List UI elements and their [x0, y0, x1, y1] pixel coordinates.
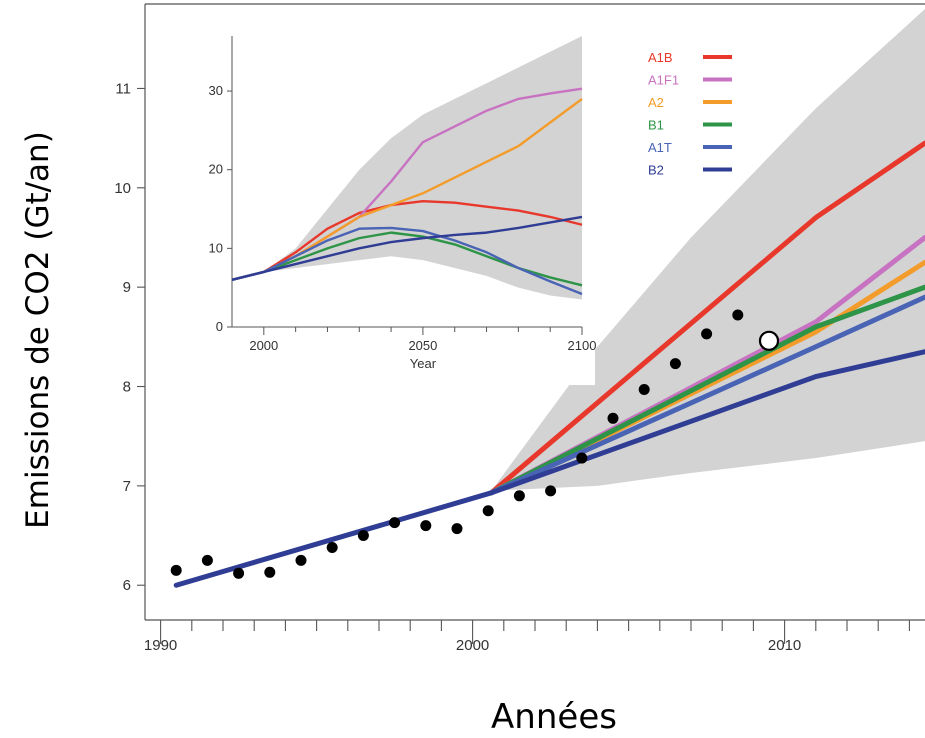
main-y-tick-label: 6 [123, 577, 131, 594]
main-series-historique [173, 490, 494, 588]
observation-point [233, 567, 245, 579]
observation-point [482, 505, 494, 517]
observation-point [669, 358, 681, 370]
observation-point [295, 554, 307, 566]
observation-point [389, 517, 401, 529]
observation-point [513, 490, 525, 502]
legend-label-b1: B1 [648, 118, 664, 133]
main-series-lines [173, 140, 925, 588]
observation-point [170, 564, 182, 576]
inset-series-lines [231, 87, 583, 296]
inset-x-tick-label: 2000 [249, 338, 278, 353]
inset-series-b2 [231, 215, 583, 281]
inset-y-tick-label: 20 [209, 162, 223, 177]
observation-point [420, 520, 432, 532]
observation-point [545, 485, 557, 497]
inset-series-a1b [231, 199, 583, 281]
legend-label-b2: B2 [648, 163, 664, 178]
main-y-tick-label: 9 [123, 279, 131, 296]
inset-x-tick-label: 2050 [408, 338, 437, 353]
observation-point [607, 412, 619, 424]
legend-label-a2: A2 [648, 95, 664, 110]
main-band-polygon [491, 8, 925, 491]
legend-label-a1t: A1T [648, 140, 672, 155]
legend-label-a1b: A1B [648, 50, 673, 65]
highlight-point [758, 330, 780, 351]
inset-tick-labels: 0 10 20 30 2000 2050 2100 Year [209, 83, 597, 371]
observation-point [357, 530, 369, 542]
observation-point [732, 309, 744, 321]
main-x-tick-label: 2000 [456, 637, 489, 654]
main-x-tick-label: 2010 [768, 637, 801, 654]
observation-point [201, 554, 213, 566]
main-series-a1t [488, 294, 925, 496]
main-axes [137, 3, 925, 644]
main-y-tick-label: 7 [123, 478, 131, 495]
observation-point [638, 383, 650, 395]
main-series-b2 [488, 349, 925, 496]
main-observation-points [170, 309, 780, 579]
observation-point [701, 328, 713, 340]
observation-point [326, 541, 338, 553]
main-y-tick-label: 11 [115, 80, 131, 97]
main-y-tick-label: 10 [114, 180, 131, 197]
main-uncertainty-band [491, 8, 925, 491]
main-series-b1 [488, 284, 925, 496]
main-series-a1b [488, 140, 925, 496]
main-y-tick-label: 8 [123, 379, 131, 396]
inset-x-axis-title: Year [410, 356, 437, 371]
inset-y-tick-label: 30 [209, 83, 223, 98]
inset-x-tick-label: 2100 [568, 338, 597, 353]
legend-label-a1f1: A1F1 [648, 73, 679, 88]
inset-chart: 0 10 20 30 2000 2050 2100 Year A1B A1F1 A2 B1 A1T B2 [205, 25, 732, 385]
inset-axes [227, 36, 583, 335]
observation-point [451, 523, 463, 535]
inset-series-a1t [231, 226, 583, 296]
inset-y-tick-label: 10 [209, 240, 223, 255]
y-axis-title: Emissions de CO2 (Gt/an) [20, 131, 56, 529]
observation-point [576, 452, 588, 464]
observation-point [264, 566, 276, 578]
main-x-tick-label: 1990 [144, 637, 177, 654]
inset-legend: A1B A1F1 A2 B1 A1T B2 [648, 50, 732, 178]
inset-y-tick-label: 0 [216, 319, 223, 334]
x-axis-title: Années [491, 697, 617, 737]
